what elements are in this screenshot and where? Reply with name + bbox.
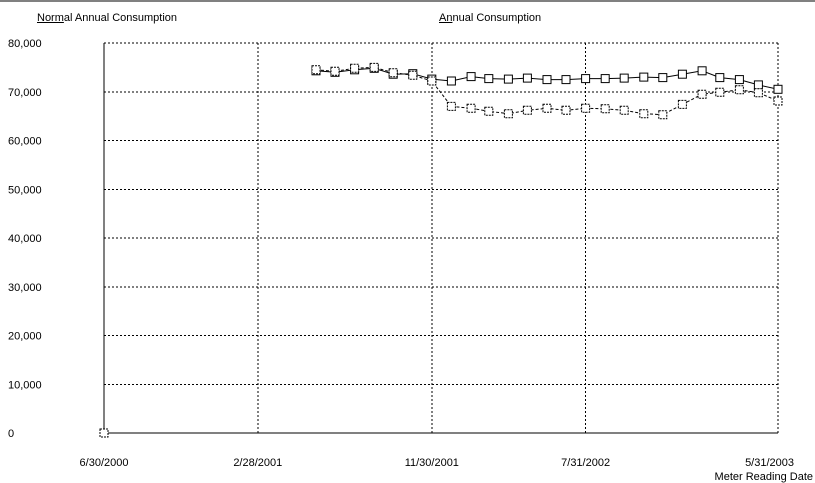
y-tick-label: 80,000 <box>8 38 42 50</box>
y-tick-label: 70,000 <box>8 87 42 99</box>
data-point-normal-annual-consumption <box>715 73 725 83</box>
data-point-annual-consumption <box>99 428 109 438</box>
data-point-annual-consumption <box>369 62 379 72</box>
data-point-annual-consumption <box>311 65 321 75</box>
x-tick-label: 11/30/2001 <box>405 457 459 469</box>
data-point-annual-consumption <box>581 103 591 113</box>
y-tick-label: 60,000 <box>8 136 42 148</box>
data-point-annual-consumption <box>658 110 668 120</box>
x-axis-label: Meter Reading Date <box>715 471 813 483</box>
y-tick-label: 30,000 <box>8 282 42 294</box>
data-point-normal-annual-consumption <box>522 73 532 83</box>
data-point-annual-consumption <box>561 105 571 115</box>
data-point-annual-consumption <box>697 89 707 99</box>
data-point-normal-annual-consumption <box>658 73 668 83</box>
data-point-annual-consumption <box>350 63 360 73</box>
top-border <box>0 0 815 2</box>
data-point-annual-consumption <box>388 68 398 78</box>
data-point-annual-consumption <box>522 105 532 115</box>
data-point-annual-consumption <box>484 106 494 116</box>
data-point-normal-annual-consumption <box>581 74 591 84</box>
legend-annual-consumption[interactable]: Annual Consumption <box>439 12 541 24</box>
data-point-normal-annual-consumption <box>484 74 494 84</box>
data-point-annual-consumption <box>330 66 340 76</box>
legend-normal-annual-consumption[interactable]: Normal Annual Consumption <box>37 12 177 24</box>
data-point-annual-consumption <box>503 109 513 119</box>
data-point-normal-annual-consumption <box>639 72 649 82</box>
data-point-annual-consumption <box>753 88 763 98</box>
data-point-normal-annual-consumption <box>677 69 687 79</box>
y-tick-label: 20,000 <box>8 331 42 343</box>
data-point-annual-consumption <box>734 85 744 95</box>
data-point-annual-consumption <box>715 87 725 97</box>
data-point-annual-consumption <box>466 103 476 113</box>
legend-annual-accel: An <box>439 12 453 24</box>
data-point-normal-annual-consumption <box>600 74 610 84</box>
legend-annual-rest: nual Consumption <box>452 12 542 24</box>
legend-normal-accel: Norm <box>37 12 64 24</box>
y-tick-label: 0 <box>8 428 14 440</box>
data-point-annual-consumption <box>408 70 418 80</box>
data-point-annual-consumption <box>446 101 456 111</box>
data-point-annual-consumption <box>639 109 649 119</box>
x-tick-label: 5/31/2003 <box>745 457 794 469</box>
data-point-normal-annual-consumption <box>466 72 476 82</box>
x-tick-label: 6/30/2000 <box>80 457 129 469</box>
data-point-normal-annual-consumption <box>753 80 763 90</box>
data-point-annual-consumption <box>773 96 783 106</box>
x-tick-label: 7/31/2002 <box>561 457 610 469</box>
data-point-normal-annual-consumption <box>773 84 783 94</box>
data-point-normal-annual-consumption <box>542 75 552 85</box>
data-point-normal-annual-consumption <box>619 73 629 83</box>
x-tick-label: 2/28/2001 <box>233 457 282 469</box>
y-tick-label: 10,000 <box>8 379 42 391</box>
legend-normal-rest: al Annual Consumption <box>63 12 178 24</box>
data-point-normal-annual-consumption <box>503 74 513 84</box>
data-point-normal-annual-consumption <box>697 66 707 76</box>
data-point-annual-consumption <box>619 105 629 115</box>
data-point-annual-consumption <box>600 104 610 114</box>
data-point-normal-annual-consumption <box>561 75 571 85</box>
data-point-annual-consumption <box>542 103 552 113</box>
y-tick-label: 40,000 <box>8 233 42 245</box>
data-point-normal-annual-consumption <box>734 75 744 85</box>
data-point-annual-consumption <box>677 99 687 109</box>
data-point-annual-consumption <box>427 76 437 86</box>
y-tick-label: 50,000 <box>8 184 42 196</box>
data-point-normal-annual-consumption <box>446 76 456 86</box>
